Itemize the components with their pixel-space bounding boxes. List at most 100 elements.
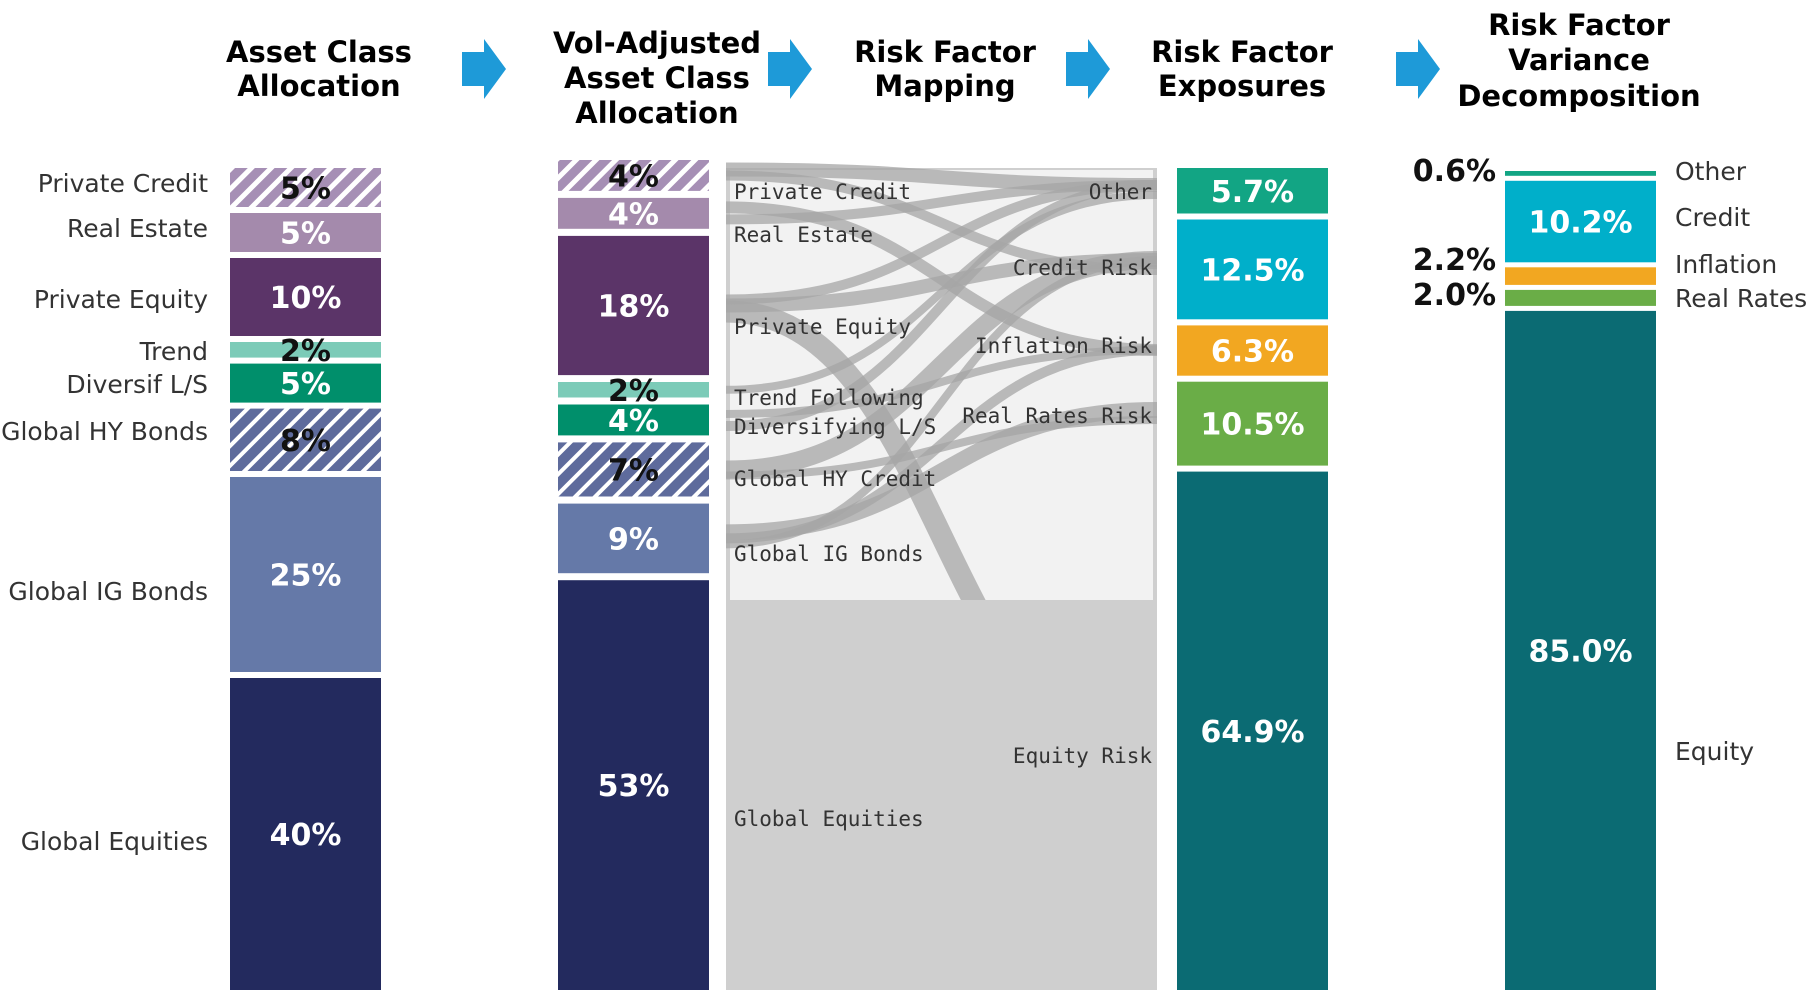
data-label-other: 5.7% (1211, 175, 1294, 210)
source-label-diversifying-l-s: Diversifying L/S (734, 415, 936, 439)
data-label-global-hy-credit: 7% (608, 454, 659, 489)
source-label-global-hy-credit: Global HY Credit (734, 467, 936, 491)
data-label-global-equities: 53% (598, 769, 670, 804)
data-label-global-ig-bonds: 25% (270, 559, 342, 594)
data-label-private-credit: 5% (280, 172, 331, 207)
header-vol-adjusted-line3: Allocation (575, 96, 738, 130)
data-label-equity: 85.0% (1528, 634, 1632, 669)
sankey-flow-global-ig-bonds-to-credit-risk (725, 256, 1158, 549)
header-variance-line2: Variance (1508, 43, 1650, 77)
data-label-diversif-l-s: 5% (280, 367, 331, 402)
bar-segment-private-equity (230, 258, 381, 336)
category-label-diversif-l-s: Diversif L/S (66, 370, 208, 399)
arrows (462, 39, 1440, 99)
bar-segment-trend-following (558, 382, 709, 398)
header-vol-adjusted-line2: Asset Class (564, 61, 750, 95)
variance-decomposition-column: 0.6% Other 10.2% Credit 2.2% Inflation 2.0% Rea… (1413, 154, 1807, 990)
header-asset-class-line1: Asset Class (226, 35, 412, 69)
bar-segment-diversif-l-s (230, 363, 381, 403)
target-label-other: Other (1089, 180, 1152, 204)
risk-factor-mapping-sankey: Private Credit Real Estate Private Equity T… (725, 162, 1158, 990)
data-label-private-credit: 4% (608, 160, 659, 195)
header-variance-line1: Risk Factor (1488, 8, 1671, 42)
bar-segment-real-rates-risk (1177, 381, 1328, 466)
category-label-global-equities: Global Equities (21, 827, 208, 856)
arrow-right-icon (1396, 39, 1440, 99)
data-label-equity-risk: 64.9% (1200, 715, 1304, 750)
source-label-real-estate: Real Estate (734, 223, 873, 247)
asset-class-column: 5% Private Credit 5% Real Estate 10% Private … (1, 168, 381, 990)
data-label-private-equity: 10% (270, 281, 342, 316)
header-exposures-line1: Risk Factor (1151, 35, 1334, 69)
data-label-global-equities: 40% (270, 818, 342, 853)
bar-segment-credit-risk (1177, 219, 1328, 320)
data-label-real-rates-risk: 10.5% (1200, 408, 1304, 443)
data-label-inflation: 2.2% (1413, 243, 1496, 278)
header-mapping-line1: Risk Factor (854, 35, 1037, 69)
bar-segment-global-ig-bonds (230, 477, 381, 672)
header-exposures-line2: Exposures (1158, 69, 1326, 103)
bar-segment-other (1505, 171, 1656, 176)
data-label-other: 0.6% (1413, 154, 1496, 189)
data-label-diversifying-l-s: 4% (608, 404, 659, 439)
data-label-global-ig-bonds: 9% (608, 522, 659, 557)
category-label-global-ig-bonds: Global IG Bonds (8, 577, 208, 606)
bar-segment-real-rates (1505, 289, 1656, 306)
sankey-flow-private-equity-to-other (725, 180, 1158, 305)
target-label-credit-risk: Credit Risk (1013, 256, 1152, 280)
data-label-real-rates: 2.0% (1413, 278, 1496, 313)
category-label-private-equity: Private Equity (34, 285, 208, 314)
bar-segment-credit (1505, 180, 1656, 263)
category-label-private-credit: Private Credit (38, 169, 208, 198)
source-label-trend-following: Trend Following (734, 386, 924, 410)
source-label-global-equities: Global Equities (734, 807, 924, 831)
category-label-real-estate: Real Estate (67, 214, 208, 243)
category-label-other: Other (1675, 157, 1747, 186)
category-label-global-hy-bonds: Global HY Bonds (1, 417, 208, 446)
data-label-credit-risk: 12.5% (1200, 254, 1304, 289)
data-label-trend: 2% (280, 334, 331, 369)
header-variance-line3: Decomposition (1457, 79, 1700, 113)
sankey-flow-diversifying-l-s-to-inflation-risk (725, 346, 1158, 418)
bar-segment-inflation (1505, 267, 1656, 285)
data-label-real-estate: 4% (608, 197, 659, 232)
header-asset-class-line2: Allocation (237, 69, 400, 103)
source-label-global-ig-bonds: Global IG Bonds (734, 542, 924, 566)
bar-segment-real-estate (230, 213, 381, 252)
risk-factor-exposures-column: 5.7% 12.5% 6.3% 10.5% 64.9% (1177, 168, 1328, 991)
category-label-equity: Equity (1675, 737, 1754, 766)
category-label-credit: Credit (1675, 203, 1750, 232)
bar-segment-equity (1505, 310, 1656, 990)
target-label-real-rates-risk: Real Rates Risk (962, 404, 1152, 428)
bar-segment-private-credit (230, 168, 381, 207)
bar-segment-global-hy-bonds (230, 408, 381, 471)
source-label-private-equity: Private Equity (734, 315, 911, 339)
data-label-private-equity: 18% (598, 290, 670, 325)
arrow-right-icon (1066, 39, 1110, 99)
sankey-equity-flow (726, 600, 1157, 990)
arrow-right-icon (768, 39, 812, 99)
arrow-right-icon (462, 39, 506, 99)
header-mapping-line2: Mapping (874, 69, 1015, 103)
category-label-trend: Trend (139, 337, 208, 366)
data-label-real-estate: 5% (280, 217, 331, 252)
bar-segment-inflation-risk (1177, 325, 1328, 376)
data-label-global-hy-bonds: 8% (280, 424, 331, 459)
bar-segment-private-equity (558, 235, 709, 376)
sankey-flow-trend-following-to-other (725, 191, 1158, 394)
bar-segment-diversifying-l-s (558, 404, 709, 436)
bar-segment-global-equities (230, 678, 381, 990)
vol-adjusted-column: 4%4%18%2%4%7%9%53% (558, 160, 709, 990)
headers: Asset Class Allocation Vol-Adjusted Asse… (226, 8, 1701, 130)
bar-segment-global-ig-bonds (558, 503, 709, 574)
header-vol-adjusted-line1: Vol-Adjusted (553, 26, 761, 60)
bar-segment-global-hy-credit (558, 442, 709, 497)
bar-segment-global-equities (558, 580, 709, 990)
source-label-private-credit: Private Credit (734, 180, 911, 204)
bar-segment-real-estate (558, 197, 709, 229)
bar-segment-other (1177, 168, 1328, 214)
category-label-real-rates: Real Rates (1675, 284, 1807, 313)
bar-segment-equity-risk (1177, 471, 1328, 991)
data-label-inflation-risk: 6.3% (1211, 335, 1294, 370)
